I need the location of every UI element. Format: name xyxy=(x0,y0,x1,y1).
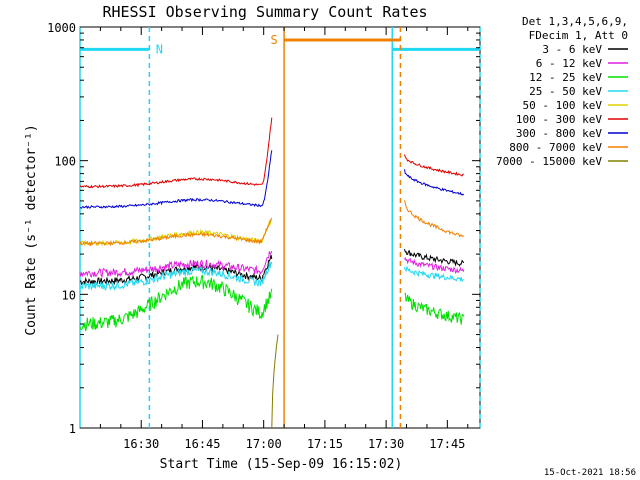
y-tick-label: 1 xyxy=(69,422,76,436)
series-line-300-800keV xyxy=(79,150,273,210)
legend: Det 1,3,4,5,6,9, FDecim 1, Att 0 3 - 6 k… xyxy=(496,15,628,168)
legend-label: 300 - 800 keV xyxy=(516,127,602,140)
x-tick-label: 17:30 xyxy=(368,437,404,451)
series-line-6-12keV xyxy=(79,250,273,279)
chart-title: RHESSI Observing Summary Count Rates xyxy=(102,3,427,21)
y-tick-label: 1000 xyxy=(47,21,76,35)
legend-header-line-1: Det 1,3,4,5,6,9, xyxy=(522,15,628,28)
y-tick-label: 100 xyxy=(54,155,76,169)
legend-header-line-2: FDecim 1, Att 0 xyxy=(529,29,628,42)
y-axis-label: Count Rate (s⁻¹ detector⁻¹) xyxy=(24,124,39,335)
plot-frame xyxy=(79,26,481,429)
legend-label: 25 - 50 keV xyxy=(529,85,602,98)
series-line-12-25keV xyxy=(404,292,465,325)
flag-label-N: N xyxy=(156,42,163,56)
series-line-100-300keV xyxy=(404,154,464,177)
series-line-100-300keV xyxy=(79,117,273,189)
flag-label-S: S xyxy=(270,33,277,47)
legend-label: 7000 - 15000 keV xyxy=(496,155,602,168)
footer-timestamp: 15-Oct-2021 18:56 xyxy=(544,468,636,478)
plot-axes xyxy=(79,26,481,429)
x-axis-ticks: 16:30 16:45 17:00 17:15 17:30 17:45 xyxy=(99,27,469,451)
x-tick-label: 17:45 xyxy=(429,437,465,451)
x-tick-label: 16:30 xyxy=(123,437,159,451)
series-line-25-50keV xyxy=(404,265,464,283)
y-axis-ticks: 1 10 100 1000 xyxy=(47,21,480,436)
y-tick-label: 10 xyxy=(62,288,76,302)
series-line-800-7000keV xyxy=(79,217,273,247)
series-line-3-6keV xyxy=(79,254,273,286)
series-line-3-6keV xyxy=(404,248,465,267)
legend-label: 800 - 7000 keV xyxy=(509,141,602,154)
series-lines xyxy=(79,117,465,429)
series-line-800-7000keV xyxy=(404,200,465,238)
x-axis-label: Start Time (15-Sep-09 16:15:02) xyxy=(160,457,403,472)
series-line-300-800keV xyxy=(404,169,465,196)
legend-label: 6 - 12 keV xyxy=(536,57,603,70)
series-line-50-100keV xyxy=(79,219,273,247)
x-tick-label: 16:45 xyxy=(184,437,220,451)
series-line-25-50keV xyxy=(79,261,273,292)
series-line-12-25keV xyxy=(79,274,273,332)
x-tick-label: 17:15 xyxy=(307,437,343,451)
x-tick-label: 17:00 xyxy=(246,437,282,451)
series-line-6-12keV xyxy=(404,257,465,275)
legend-label: 100 - 300 keV xyxy=(516,113,602,126)
legend-label: 12 - 25 keV xyxy=(529,71,602,84)
legend-label: 50 - 100 keV xyxy=(523,99,603,112)
legend-label: 3 - 6 keV xyxy=(542,43,602,56)
observing-flags: NS xyxy=(79,27,481,428)
series-line-7000-15000keV xyxy=(271,334,279,429)
